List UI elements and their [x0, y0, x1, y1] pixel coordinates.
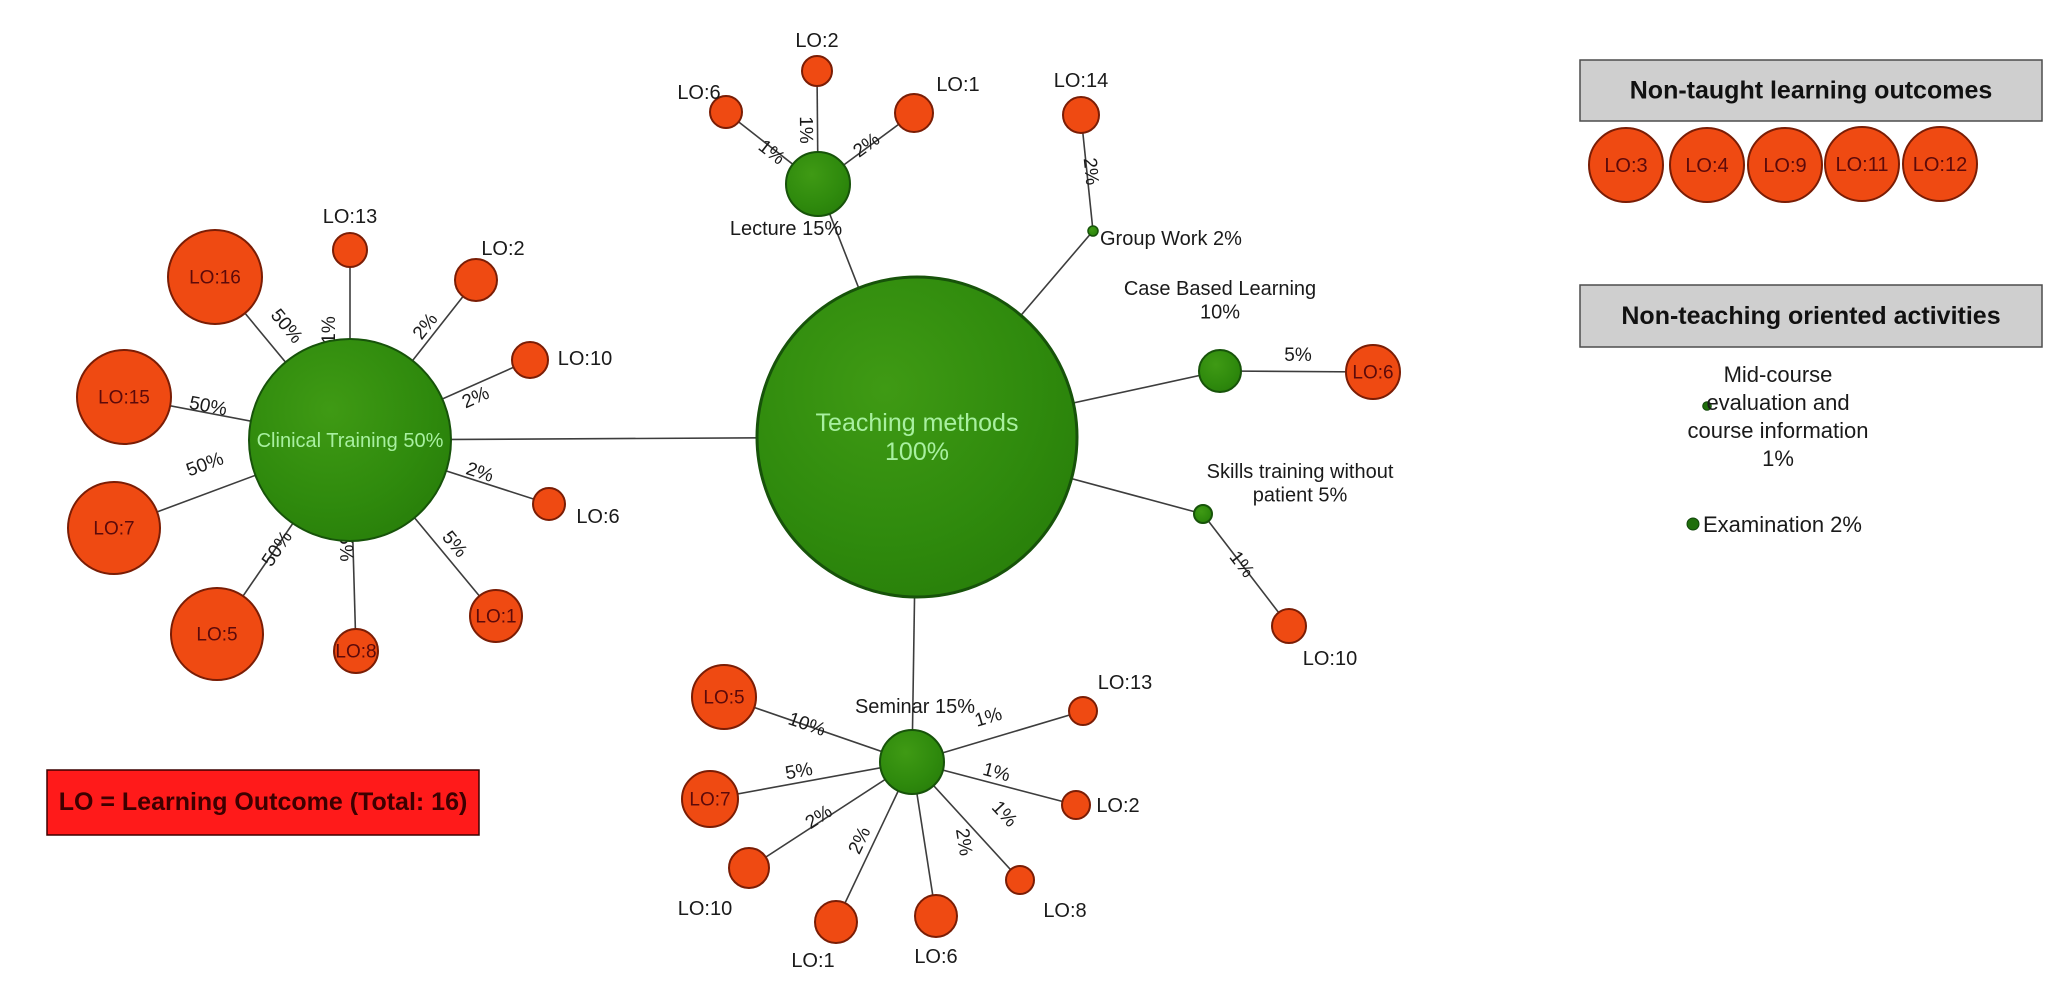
svg-text:LO:6: LO:6	[1352, 363, 1393, 384]
svg-text:LO:1: LO:1	[791, 950, 834, 972]
svg-text:LO:10: LO:10	[678, 898, 732, 920]
svg-text:Non-taught learning outcomes: Non-taught learning outcomes	[1630, 77, 1993, 105]
svg-text:2%: 2%	[1079, 157, 1103, 187]
svg-text:patient 5%: patient 5%	[1253, 485, 1348, 507]
svg-text:LO:13: LO:13	[323, 206, 377, 228]
svg-text:LO:10: LO:10	[1303, 648, 1357, 670]
svg-text:LO:1: LO:1	[475, 607, 516, 628]
svg-text:LO:11: LO:11	[1836, 154, 1889, 176]
svg-text:Seminar 15%: Seminar 15%	[855, 696, 975, 718]
svg-text:LO:5: LO:5	[703, 688, 744, 709]
svg-text:Group Work 2%: Group Work 2%	[1100, 228, 1242, 250]
svg-text:2%: 2%	[951, 827, 976, 857]
svg-text:Skills training without: Skills training without	[1207, 461, 1394, 483]
svg-text:LO:15: LO:15	[98, 388, 150, 409]
svg-text:LO:8: LO:8	[1043, 900, 1086, 922]
svg-text:LO:7: LO:7	[689, 790, 730, 811]
svg-text:Lecture 15%: Lecture 15%	[730, 218, 843, 240]
svg-text:LO:6: LO:6	[576, 506, 619, 528]
svg-text:LO:5: LO:5	[196, 625, 237, 646]
svg-text:LO:12: LO:12	[1913, 154, 1967, 176]
svg-text:Examination 2%: Examination 2%	[1703, 512, 1862, 537]
svg-text:Case Based Learning: Case Based Learning	[1124, 278, 1316, 300]
svg-text:LO:1: LO:1	[936, 74, 979, 96]
svg-text:LO:2: LO:2	[795, 30, 838, 52]
svg-text:LO:3: LO:3	[1604, 155, 1647, 177]
svg-text:5%: 5%	[1284, 345, 1312, 366]
svg-text:LO:10: LO:10	[558, 348, 612, 370]
svg-text:1%: 1%	[1762, 446, 1794, 471]
svg-text:LO:14: LO:14	[1054, 70, 1108, 92]
svg-text:LO:8: LO:8	[335, 642, 376, 663]
svg-text:Teaching methods: Teaching methods	[816, 409, 1019, 437]
svg-text:100%: 100%	[885, 438, 949, 466]
svg-text:Clinical Training 50%: Clinical Training 50%	[257, 430, 444, 452]
svg-text:LO:13: LO:13	[1098, 672, 1152, 694]
svg-text:10%: 10%	[1200, 302, 1240, 324]
svg-text:LO:16: LO:16	[189, 268, 241, 289]
svg-text:course information: course information	[1688, 418, 1869, 443]
svg-text:Non-teaching oriented activiti: Non-teaching oriented activities	[1621, 302, 2000, 330]
svg-text:LO:7: LO:7	[93, 519, 134, 540]
svg-text:LO:4: LO:4	[1685, 155, 1728, 177]
svg-text:LO:2: LO:2	[481, 238, 524, 260]
svg-text:Mid-course: Mid-course	[1724, 362, 1833, 387]
svg-text:evaluation and: evaluation and	[1706, 390, 1849, 415]
svg-text:LO:9: LO:9	[1763, 155, 1806, 177]
svg-text:1%: 1%	[795, 116, 816, 144]
svg-text:LO:6: LO:6	[677, 82, 720, 104]
svg-text:LO = Learning Outcome (Total:: LO = Learning Outcome (Total: 16)	[59, 788, 468, 816]
svg-text:LO:6: LO:6	[914, 946, 957, 968]
svg-text:LO:2: LO:2	[1096, 795, 1139, 817]
